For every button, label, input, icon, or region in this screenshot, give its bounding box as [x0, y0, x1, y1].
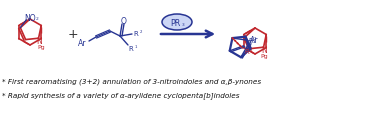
- Text: R: R: [244, 49, 249, 55]
- Text: NO: NO: [25, 14, 36, 23]
- Text: $^2$: $^2$: [253, 36, 257, 41]
- Text: R: R: [129, 46, 133, 52]
- Text: Pg: Pg: [261, 53, 268, 58]
- Text: N: N: [37, 36, 42, 45]
- Text: $^1$: $^1$: [249, 47, 254, 52]
- Text: R: R: [248, 38, 253, 44]
- Text: * Rapid synthesis of a variety of α-arylidene cyclopenta[b]indoles: * Rapid synthesis of a variety of α-aryl…: [2, 91, 240, 98]
- Text: PR: PR: [170, 18, 180, 27]
- Text: R: R: [134, 31, 138, 37]
- Text: Ar: Ar: [250, 35, 258, 44]
- Text: +: +: [68, 28, 78, 41]
- Text: $_2$: $_2$: [35, 16, 40, 23]
- Text: Pg: Pg: [38, 44, 45, 49]
- Text: $^2$: $^2$: [139, 29, 143, 34]
- Text: Ar: Ar: [78, 39, 86, 48]
- Text: O: O: [121, 16, 127, 25]
- Text: $_3$: $_3$: [181, 21, 185, 28]
- Ellipse shape: [162, 15, 192, 31]
- Text: N: N: [262, 45, 267, 54]
- Text: $^1$: $^1$: [134, 44, 138, 49]
- Text: O: O: [246, 40, 252, 49]
- Text: * First rearomatising (3+2) annulation of 3-nitroindoles and α,β-ynones: * First rearomatising (3+2) annulation o…: [2, 77, 261, 84]
